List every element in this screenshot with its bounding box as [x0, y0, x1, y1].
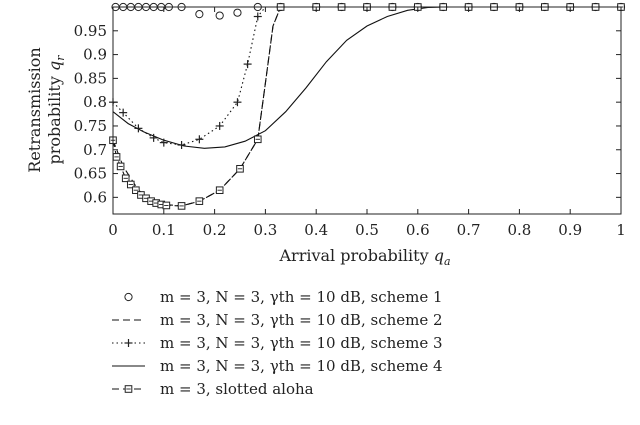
legend-entry-5: m = 3, slotted aloha: [112, 380, 314, 398]
x-tick-label: 0.4: [304, 221, 328, 239]
legend-entry-3: m = 3, N = 3, γth = 10 dB, scheme 3: [112, 334, 443, 352]
legend-label: m = 3, N = 3, γth = 10 dB, scheme 1: [160, 288, 443, 306]
legend-label: m = 3, N = 3, γth = 10 dB, scheme 2: [160, 311, 443, 329]
legend-label: m = 3, N = 3, γth = 10 dB, scheme 3: [160, 334, 443, 352]
y-tick-label: 0.7: [83, 141, 107, 159]
series-1-point: [215, 11, 224, 20]
marker-layer: [109, 2, 626, 210]
x-tick-label: 0.6: [406, 221, 430, 239]
y-axis-label-line1: Retransmission: [25, 47, 44, 172]
series-1-point: [195, 10, 204, 19]
y-tick-label: 0.65: [74, 165, 107, 183]
series-1-point: [233, 8, 242, 17]
series-line-5: [113, 7, 621, 207]
series-5-point: [126, 180, 135, 189]
x-tick-label: 0.7: [457, 221, 481, 239]
legend: m = 3, N = 3, γth = 10 dB, scheme 1 m = 3…: [112, 288, 443, 398]
y-tick-label: 0.95: [74, 22, 107, 40]
plot-frame: [112, 6, 622, 215]
x-tick-label: 0.2: [203, 221, 227, 239]
series-3-point: [253, 12, 262, 21]
legend-swatch-marker: [124, 385, 133, 393]
series-3-point: [233, 98, 242, 107]
series-3-point: [243, 60, 252, 69]
series-5-point: [236, 164, 244, 173]
series-line-4: [113, 7, 621, 149]
x-axis-label: Arrival probability qa: [278, 246, 450, 268]
series-3-point: [215, 121, 224, 130]
series-line-2: [113, 7, 621, 207]
x-tick-label: 0.1: [152, 221, 176, 239]
x-tick-label: 0.8: [507, 221, 531, 239]
series-3-point: [195, 135, 204, 144]
x-tick-label: 0: [108, 221, 118, 239]
y-tick-label: 0.9: [83, 46, 107, 64]
legend-entry-4: m = 3, N = 3, γth = 10 dB, scheme 4: [112, 357, 443, 375]
series-5-point: [215, 186, 224, 195]
series-5-point: [195, 197, 204, 205]
series-3-point: [119, 108, 128, 117]
x-tick-label: 1: [616, 221, 626, 239]
labels-layer: Retransmission probability qr Arrival pr…: [25, 47, 451, 268]
y-tick-label: 0.6: [83, 188, 107, 206]
legend-swatch-marker: [124, 339, 133, 347]
x-tick-label: 0.5: [355, 221, 379, 239]
legend-label: m = 3, slotted aloha: [160, 380, 314, 398]
series-layer: [113, 7, 621, 207]
y-axis-label-line2: probability qr: [45, 55, 67, 165]
ticks-layer: 0 0.1 0.2 0.3 0.4 0.5 0.6 0.7 0.8 0.9 1 0.6 0.65 0.7 0…: [74, 7, 626, 239]
legend-entry-2: m = 3, N = 3, γth = 10 dB, scheme 2: [112, 311, 443, 329]
series-5-point: [112, 153, 121, 161]
series-line-3: [113, 7, 621, 146]
series-5-point: [253, 135, 262, 144]
series-3-point: [177, 141, 186, 149]
series-5-point: [162, 201, 171, 210]
legend-swatch-marker: [124, 292, 133, 302]
x-tick-label: 0.3: [253, 221, 277, 239]
series-3-point: [149, 133, 158, 142]
y-tick-label: 0.8: [83, 93, 107, 111]
series-3-point: [159, 138, 168, 147]
legend-entry-1: m = 3, N = 3, γth = 10 dB, scheme 1: [124, 288, 443, 306]
series-5-point: [132, 186, 140, 195]
x-tick-label: 0.9: [558, 221, 582, 239]
y-tick-label: 0.75: [74, 117, 107, 135]
series-3-point: [134, 124, 143, 133]
series-5-point: [177, 202, 186, 210]
legend-label: m = 3, N = 3, γth = 10 dB, scheme 4: [160, 357, 443, 375]
y-tick-label: 0.85: [74, 69, 107, 87]
series-5-point: [116, 162, 125, 171]
series-5-point: [121, 174, 130, 183]
